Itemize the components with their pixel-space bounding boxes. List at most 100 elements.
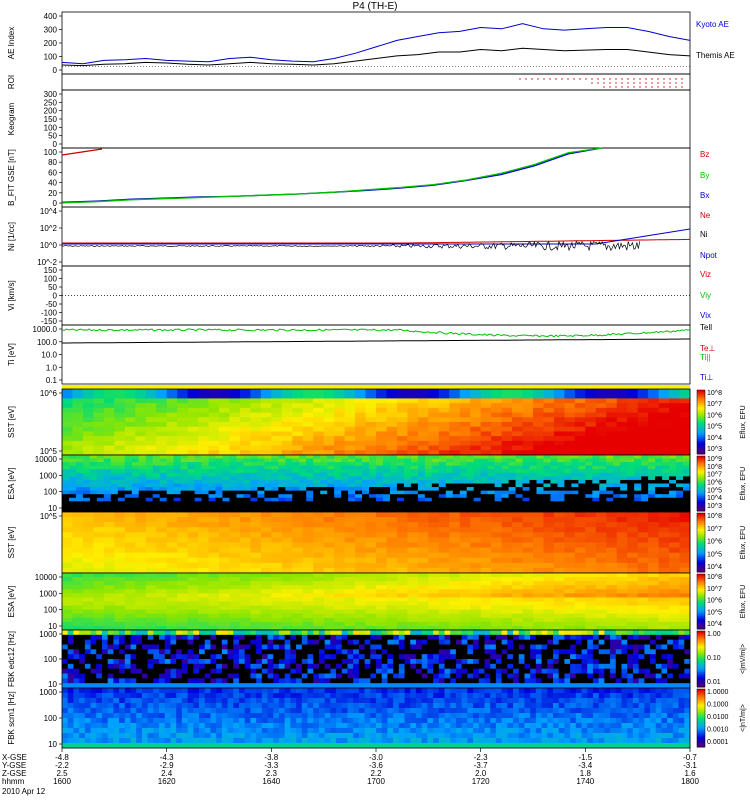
roi-dot <box>615 78 617 80</box>
heatmap-cell <box>284 649 291 655</box>
heatmap-cell <box>229 476 237 481</box>
heatmap-sst-i <box>62 512 691 574</box>
heatmap-cell <box>461 649 468 655</box>
heatmap-cell <box>396 469 405 474</box>
heatmap-cell <box>389 501 398 506</box>
heatmap-cell <box>606 601 618 607</box>
heatmap-cell <box>543 494 551 499</box>
colorbar-cell <box>697 623 705 626</box>
heatmap-cell <box>428 552 440 559</box>
heatmap-cell <box>543 557 555 564</box>
heatmap-cell <box>341 649 348 655</box>
heatmap-cell <box>244 654 251 660</box>
heatmap-cell <box>156 601 168 607</box>
heatmap-cell <box>166 422 178 428</box>
heatmap-cell <box>323 625 335 631</box>
series-tell <box>62 338 690 344</box>
heatmap-cell <box>79 663 86 670</box>
heatmap-cell <box>177 393 189 399</box>
heatmap-cell <box>103 455 112 460</box>
heatmap-cell <box>501 537 513 543</box>
heatmap-cell <box>575 634 583 641</box>
heatmap-cell <box>438 601 450 607</box>
heatmap-cell <box>491 585 503 590</box>
heatmap-cell <box>564 398 576 404</box>
heatmap-cell <box>156 403 168 409</box>
heatmap-cell <box>512 422 524 428</box>
heatmap-cell <box>570 630 577 636</box>
heatmap-cell <box>376 483 384 488</box>
heatmap-cell <box>313 487 321 492</box>
heatmap-cell <box>187 445 199 451</box>
heatmap-cell <box>323 593 335 598</box>
heatmap-cell <box>676 487 684 492</box>
heatmap-cell <box>187 469 196 474</box>
heatmap-cell <box>661 644 668 650</box>
heatmap-cell <box>180 479 189 484</box>
heatmap-cell <box>616 389 628 395</box>
heatmap-cell <box>292 403 304 409</box>
heatmap-cell <box>655 465 663 470</box>
heatmap-cell <box>68 472 77 477</box>
heatmap-cell <box>82 605 94 611</box>
heatmap-cell <box>627 639 634 645</box>
heatmap-cell <box>250 659 257 665</box>
y-tick-label: 1000.0 <box>33 325 58 334</box>
heatmap-cell <box>187 512 199 518</box>
heatmap-cell <box>260 617 272 623</box>
heatmap-cell <box>271 557 283 564</box>
heatmap-cell <box>467 654 474 660</box>
heatmap-cell <box>501 654 508 660</box>
heatmap-cell <box>522 573 534 578</box>
heatmap-cell <box>233 654 240 660</box>
heatmap-cell <box>166 389 178 395</box>
heatmap-cell <box>156 621 168 627</box>
heatmap-cell <box>135 403 147 409</box>
heatmap-cell <box>62 527 73 533</box>
heatmap-cell <box>634 501 642 506</box>
heatmap-cell <box>658 547 670 554</box>
heatmap-cell <box>173 494 182 499</box>
heatmap-cell <box>285 465 293 470</box>
heatmap-cell <box>198 403 210 409</box>
heatmap-cell <box>96 508 105 513</box>
heatmap-cell <box>491 567 503 574</box>
heatmap-cell <box>313 455 321 460</box>
heatmap-cell <box>638 634 645 641</box>
heatmap-cell <box>89 458 98 463</box>
y-axis-label: Ti [eV] <box>7 343 16 366</box>
heatmap-cell <box>512 609 524 615</box>
heatmap-cell <box>365 581 377 586</box>
heatmap-cell <box>93 609 105 615</box>
heatmap-cell <box>676 479 684 484</box>
heatmap-cell <box>229 613 241 619</box>
heatmap-cell <box>595 547 607 554</box>
heatmap-cell <box>470 552 482 559</box>
heatmap-cell <box>216 634 223 641</box>
heatmap-cell <box>396 573 408 578</box>
heatmap-cell <box>415 659 423 665</box>
heatmap-cell <box>221 659 229 665</box>
heatmap-cell <box>638 644 645 650</box>
heatmap-cell <box>103 547 115 554</box>
heatmap-cell <box>221 654 229 660</box>
heatmap-cell <box>82 609 94 615</box>
heatmap-cell <box>459 585 471 590</box>
heatmap-cell <box>627 417 639 423</box>
heatmap-cell <box>180 462 189 467</box>
heatmap-cell <box>124 581 136 586</box>
heatmap-cell <box>320 469 328 474</box>
heatmap-cell <box>433 630 440 636</box>
heatmap-cell <box>543 440 555 447</box>
heatmap-cell <box>386 527 398 533</box>
heatmap-cell <box>166 581 178 586</box>
colorbar-cell <box>697 575 705 579</box>
heatmap-cell <box>299 465 307 470</box>
heatmap-cell <box>501 436 513 442</box>
heatmap-cell <box>616 440 628 447</box>
heatmap-cell <box>136 630 143 636</box>
colorbar-cell <box>697 501 705 505</box>
heatmap-cell <box>341 483 349 488</box>
heatmap-cell <box>239 577 251 582</box>
heatmap-cell <box>261 649 269 655</box>
